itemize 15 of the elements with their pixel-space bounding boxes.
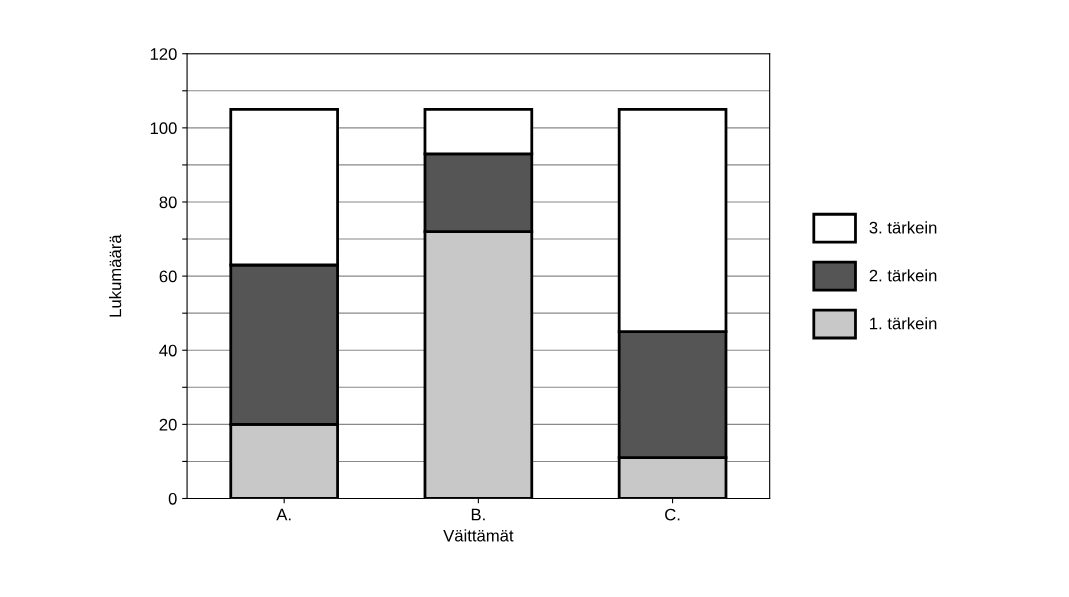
legend-label: 2. tärkein <box>869 269 937 282</box>
x-tick-label: C. <box>665 508 680 521</box>
legend-label: 3. tärkein <box>869 221 937 234</box>
y-tick-label: 120 <box>150 48 177 60</box>
y-tick-label: 100 <box>150 122 177 135</box>
x-tick-label: B. <box>471 508 485 521</box>
x-axis-title: Väittämät <box>443 529 514 542</box>
legend-label: 1. tärkein <box>870 317 937 330</box>
y-axis-title: Lukumäärä <box>109 234 122 317</box>
y-tick-label: 80 <box>159 196 177 209</box>
y-tick-label: 20 <box>159 418 177 431</box>
y-tick-label: 0 <box>168 492 177 505</box>
y-tick-label: 60 <box>159 270 177 283</box>
y-tick-label: 40 <box>159 344 177 357</box>
x-tick-label: A. <box>276 508 291 521</box>
